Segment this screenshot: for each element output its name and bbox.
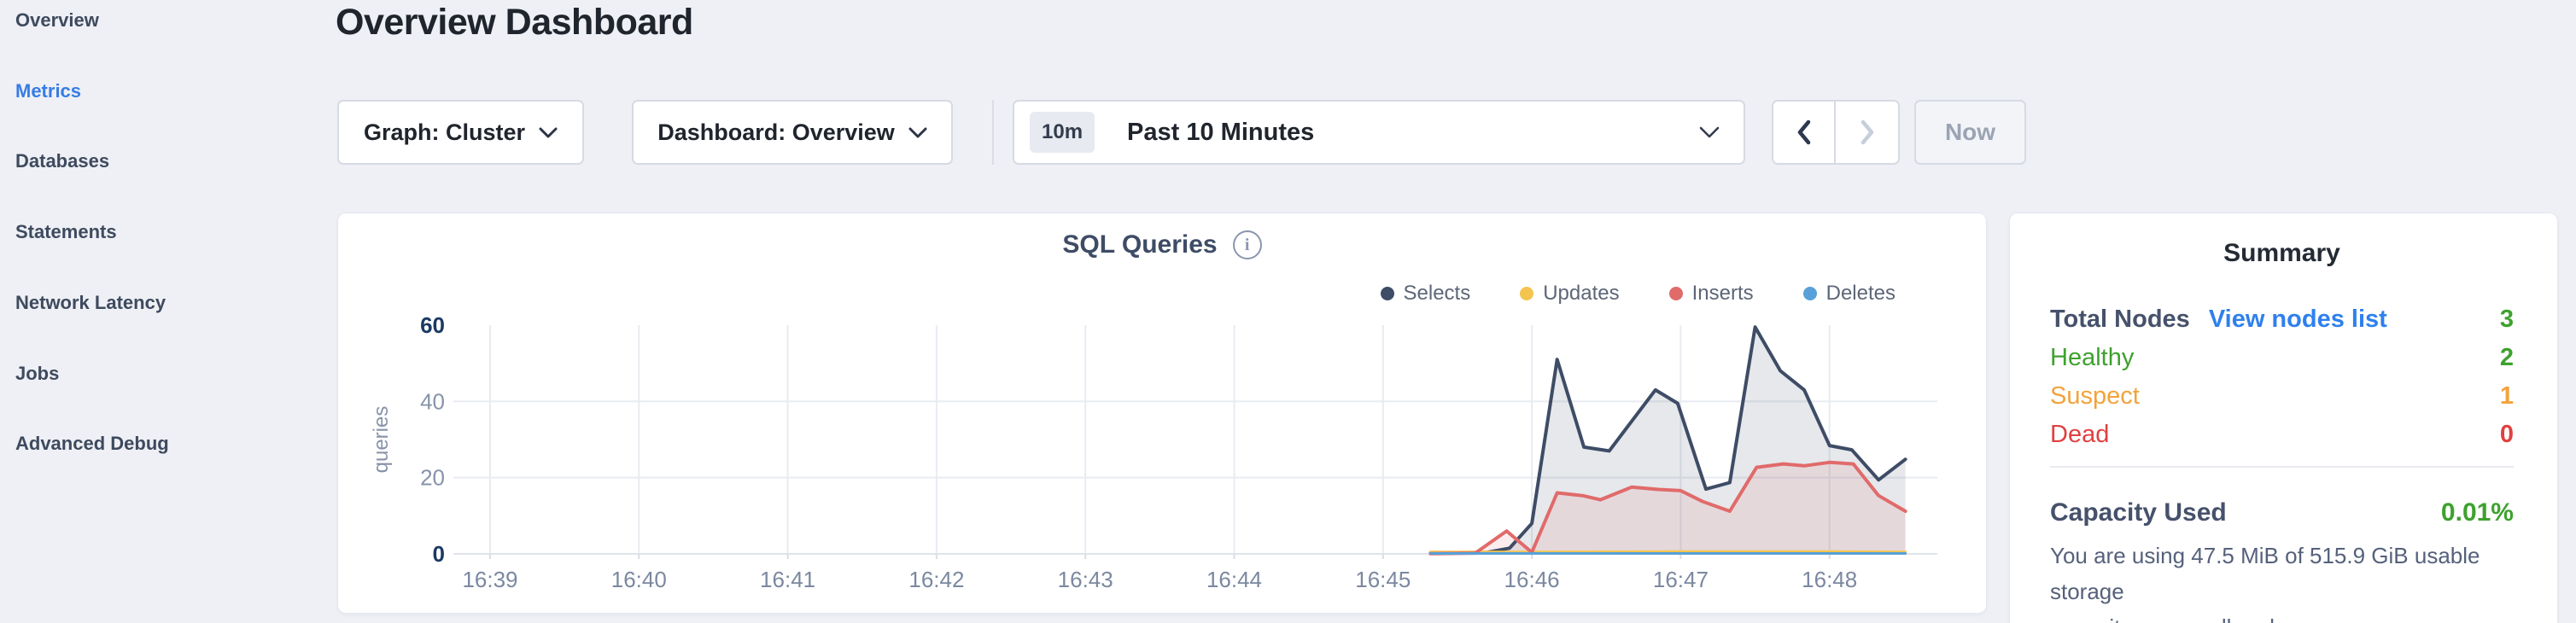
legend-dot-inserts <box>1668 287 1683 300</box>
chevron-right-icon <box>1860 119 1873 145</box>
svg-text:16:43: 16:43 <box>1058 567 1113 592</box>
time-forward-button[interactable] <box>1836 102 1898 163</box>
time-range-shortcut-badge: 10m <box>1030 112 1095 153</box>
svg-text:20: 20 <box>420 465 445 491</box>
svg-text:16:39: 16:39 <box>462 567 517 592</box>
svg-text:16:47: 16:47 <box>1653 567 1709 592</box>
summary-row-total-nodes: Total Nodes View nodes list 3 <box>2050 300 2514 339</box>
legend-item-deletes: Deletes <box>1802 282 1895 306</box>
total-nodes-label: Total Nodes <box>2050 306 2190 333</box>
svg-text:queries: queries <box>370 406 393 474</box>
time-range-label: Past 10 Minutes <box>1127 118 1315 146</box>
graph-dropdown-label: Graph: Cluster <box>363 119 526 145</box>
chevron-down-icon <box>1699 126 1720 138</box>
view-nodes-list-link[interactable]: View nodes list <box>2208 306 2387 333</box>
sidebar: Overview Metrics Databases Statements Networ… <box>0 0 324 623</box>
time-back-button[interactable] <box>1773 102 1836 163</box>
summary-panel: Summary Total Nodes View nodes list 3 He… <box>2009 213 2558 623</box>
info-icon[interactable]: i <box>1232 230 1262 259</box>
svg-text:16:40: 16:40 <box>611 567 667 592</box>
sql-queries-card: 16:39 16:40 16:41 16:42 16:43 16:44 16:45 16:46… <box>337 213 1987 614</box>
svg-text:60: 60 <box>420 312 445 338</box>
legend-item-updates: Updates <box>1520 282 1620 306</box>
capacity-description: You are using 47.5 MiB of 515.9 GiB usab… <box>2050 543 2480 623</box>
sidebar-item-databases[interactable]: Databases <box>15 150 110 172</box>
legend-dot-updates <box>1520 287 1534 300</box>
svg-text:16:46: 16:46 <box>1504 567 1560 592</box>
chart-title: SQL Queries <box>1062 230 1218 259</box>
healthy-label: Healthy <box>2050 344 2135 371</box>
graph-dropdown[interactable]: Graph: Cluster <box>337 100 584 165</box>
chevron-left-icon <box>1797 119 1810 145</box>
sidebar-item-jobs[interactable]: Jobs <box>15 362 60 384</box>
legend-item-inserts: Inserts <box>1668 282 1754 306</box>
chevron-down-icon <box>908 127 927 137</box>
svg-text:16:48: 16:48 <box>1802 567 1857 592</box>
summary-title: Summary <box>2223 239 2340 267</box>
time-pager <box>1772 100 1900 165</box>
dead-value: 0 <box>2499 421 2514 448</box>
chart-legend: Selects Updates Inserts Deletes <box>1380 282 1895 306</box>
svg-text:16:44: 16:44 <box>1206 567 1262 592</box>
now-button[interactable]: Now <box>1914 100 2026 165</box>
svg-text:16:42: 16:42 <box>908 567 964 592</box>
sidebar-item-statements[interactable]: Statements <box>15 221 117 243</box>
svg-text:0: 0 <box>433 541 445 567</box>
summary-row-suspect: Suspect 1 <box>2050 377 2514 416</box>
svg-text:16:45: 16:45 <box>1355 567 1411 592</box>
time-range-selector[interactable]: 10m Past 10 Minutes <box>1013 100 1745 165</box>
suspect-value: 1 <box>2499 382 2514 410</box>
legend-dot-deletes <box>1802 287 1817 300</box>
capacity-used-row: Capacity Used 0.01% <box>2050 498 2514 527</box>
sidebar-item-overview[interactable]: Overview <box>15 9 99 31</box>
summary-row-dead: Dead 0 <box>2050 416 2514 454</box>
legend-item-selects: Selects <box>1380 282 1470 306</box>
summary-row-healthy: Healthy 2 <box>2050 339 2514 377</box>
summary-divider <box>2050 466 2514 468</box>
sidebar-item-network-latency[interactable]: Network Latency <box>15 291 166 313</box>
controls-divider <box>992 100 994 165</box>
capacity-used-label: Capacity Used <box>2050 498 2227 527</box>
sidebar-item-advanced-debug[interactable]: Advanced Debug <box>15 433 169 455</box>
dashboard-dropdown-label: Dashboard: Overview <box>657 119 895 145</box>
legend-dot-selects <box>1380 287 1394 300</box>
svg-text:16:41: 16:41 <box>760 567 815 592</box>
dashboard-dropdown[interactable]: Dashboard: Overview <box>632 100 953 165</box>
suspect-label: Suspect <box>2050 382 2140 410</box>
sidebar-item-metrics[interactable]: Metrics <box>15 79 82 102</box>
now-button-label: Now <box>1944 119 1996 145</box>
sql-queries-chart[interactable]: 16:39 16:40 16:41 16:42 16:43 16:44 16:45 16:46… <box>338 213 1988 614</box>
total-nodes-value: 3 <box>2499 306 2514 333</box>
chevron-down-icon <box>539 127 558 137</box>
dead-label: Dead <box>2050 421 2110 448</box>
page-title: Overview Dashboard <box>336 2 693 43</box>
healthy-value: 2 <box>2499 344 2514 371</box>
capacity-used-value: 0.01% <box>2440 498 2514 527</box>
svg-text:40: 40 <box>420 388 445 414</box>
